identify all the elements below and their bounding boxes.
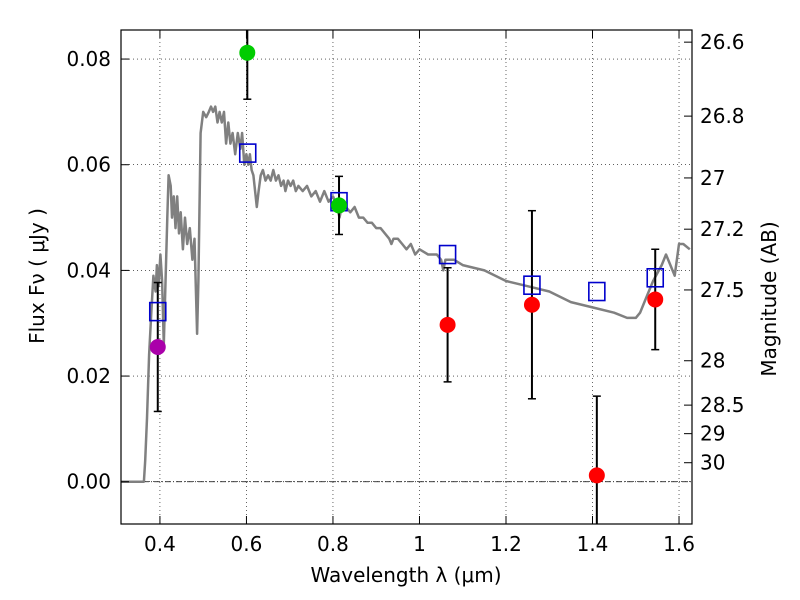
magnitude-tick-label: 27.2 [700,217,745,241]
grid [121,30,692,524]
y-tick-label: 0.06 [66,153,111,177]
magnitude-tick-label: 26.6 [700,30,745,54]
observed-point [439,316,456,333]
observed-point [149,339,166,356]
magnitude-tick-label: 28 [700,349,725,373]
x-axis-ticks: 0.4 0.6 0.8 1 1.2 1.4 1.6 [144,30,695,556]
x-tick-label: 0.6 [231,532,263,556]
magnitude-tick-label: 27.5 [700,278,745,302]
y-axis-ticks: 0.00 0.02 0.04 0.06 0.08 [66,47,129,494]
x-axis-label: Wavelength λ (μm) [310,563,501,587]
x-tick-label: 1 [413,532,426,556]
model-spectrum [121,105,691,483]
y-tick-label: 0.02 [66,364,111,388]
model-square [238,143,257,163]
y-tick-label: 0.04 [66,258,111,282]
magnitude-tick-label: 27 [700,166,725,190]
plot-frame [120,29,693,525]
model-square [148,301,167,322]
x-tick-label: 1.2 [490,532,522,556]
magnitude-tick-label: 30 [700,451,725,475]
observed-point [588,467,605,484]
magnitude-tick-label: 29 [700,422,725,446]
observed-point [239,44,256,61]
magnitude-axis-ticks: 26.6 26.8 27 27.2 27.5 28 28.5 29 30 [684,30,745,475]
model-square [438,244,457,265]
model-square [646,267,665,288]
observed-point [331,197,348,214]
magnitude-axis-label: Magnitude (AB) [757,221,781,376]
model-square [523,275,541,295]
y-axis-label: Flux Fν ( μJy ) [25,208,49,344]
magnitude-tick-label: 28.5 [700,393,745,417]
x-tick-label: 1.4 [577,532,609,556]
model-square [588,281,606,302]
x-tick-label: 0.4 [144,532,176,556]
y-tick-label: 0.00 [66,470,111,494]
observed-point [523,296,540,313]
error-bars [153,30,660,524]
magnitude-tick-label: 26.8 [700,104,745,128]
x-tick-label: 0.8 [317,532,349,556]
model-photometry-squares [148,143,665,322]
spectrum-line [121,105,691,483]
y-tick-label: 0.08 [66,47,111,71]
observed-photometry-points [149,44,664,484]
x-tick-label: 1.6 [663,532,695,556]
observed-point [647,291,664,308]
